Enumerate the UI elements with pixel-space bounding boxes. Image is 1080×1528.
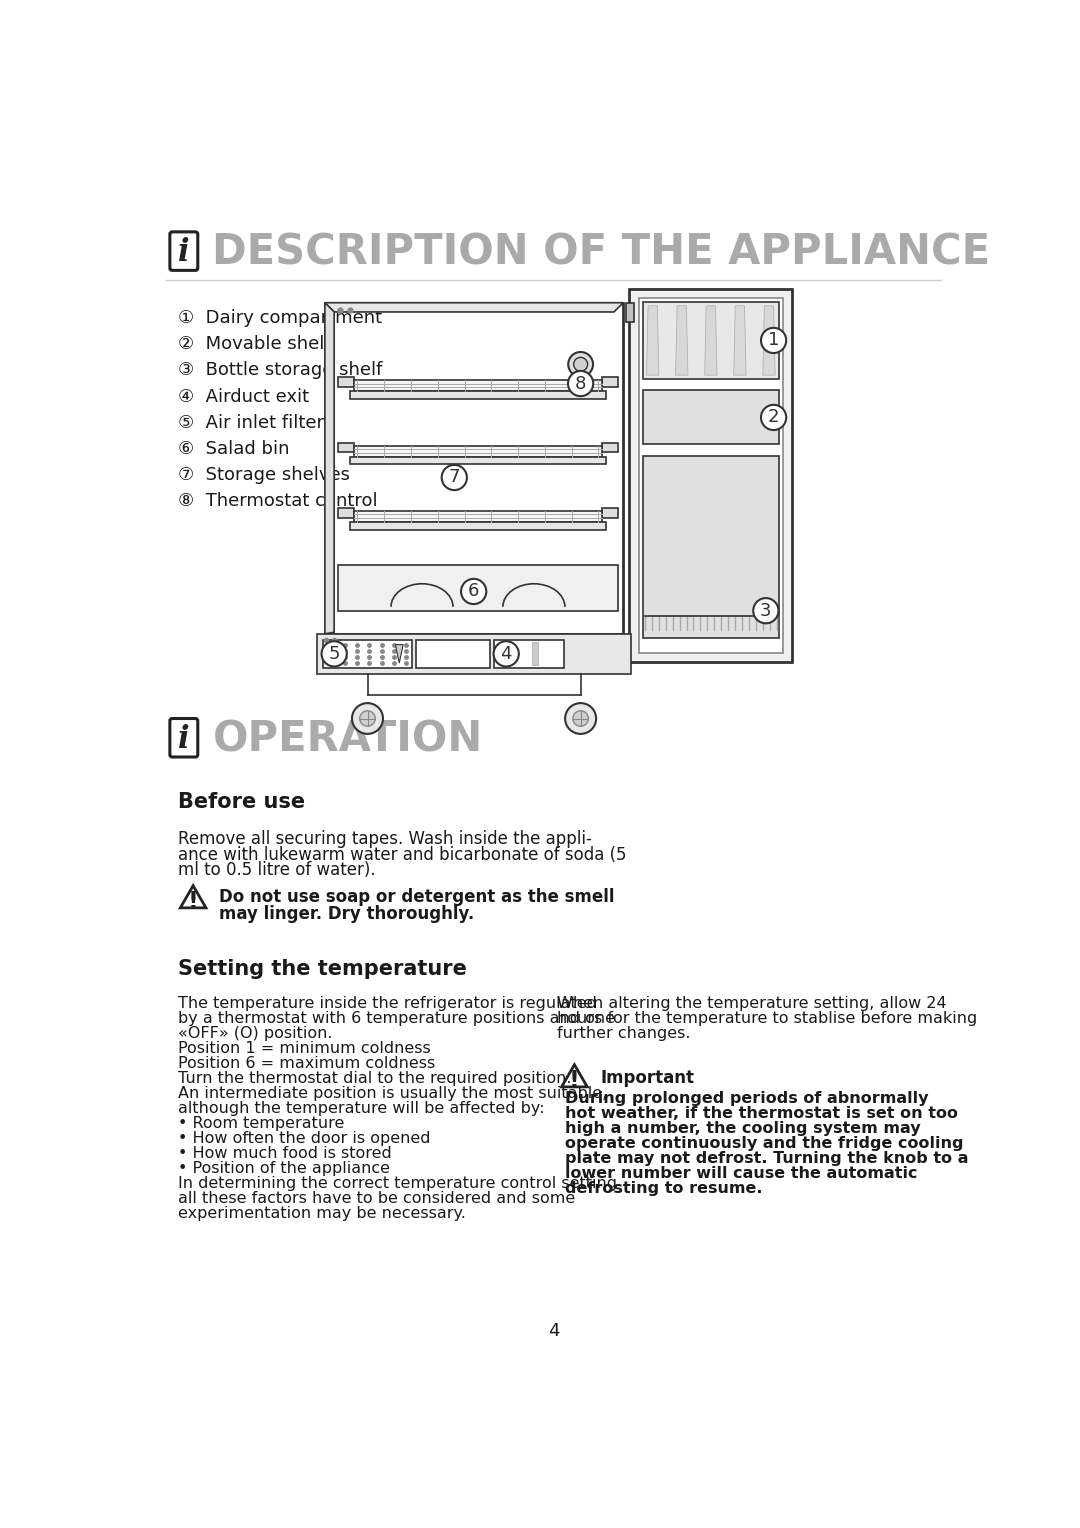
- Circle shape: [568, 351, 593, 376]
- Text: 3: 3: [760, 602, 771, 620]
- Bar: [323, 640, 413, 668]
- Text: 6: 6: [468, 582, 480, 601]
- Text: ②  Movable shelf: ② Movable shelf: [177, 335, 330, 353]
- Polygon shape: [626, 303, 634, 322]
- Polygon shape: [704, 306, 717, 374]
- Text: ⑥  Salad bin: ⑥ Salad bin: [177, 440, 289, 458]
- Text: ③  Bottle storage shelf: ③ Bottle storage shelf: [177, 362, 382, 379]
- Text: hot weather, if the thermostat is set on too: hot weather, if the thermostat is set on…: [565, 1106, 958, 1122]
- Text: During prolonged periods of abnormally: During prolonged periods of abnormally: [565, 1091, 929, 1106]
- Polygon shape: [325, 303, 334, 634]
- Bar: [416, 640, 490, 668]
- Polygon shape: [325, 303, 623, 312]
- Text: i: i: [178, 724, 190, 755]
- Text: Setting the temperature: Setting the temperature: [177, 958, 467, 979]
- Text: • Room temperature: • Room temperature: [177, 1115, 345, 1131]
- Polygon shape: [338, 377, 353, 387]
- Text: ⑧  Thermostat control: ⑧ Thermostat control: [177, 492, 377, 510]
- Bar: [643, 303, 779, 379]
- Circle shape: [565, 703, 596, 733]
- Text: ④  Airduct exit: ④ Airduct exit: [177, 388, 309, 405]
- Text: ance with lukewarm water and bicarbonate of soda (5: ance with lukewarm water and bicarbonate…: [177, 845, 626, 863]
- Circle shape: [572, 711, 589, 726]
- Circle shape: [360, 711, 375, 726]
- Text: i: i: [178, 237, 190, 267]
- Polygon shape: [676, 306, 688, 374]
- Polygon shape: [762, 306, 775, 374]
- Text: ⑦  Storage shelves: ⑦ Storage shelves: [177, 466, 350, 484]
- Text: ①  Dairy compartment: ① Dairy compartment: [177, 309, 381, 327]
- Text: • Position of the appliance: • Position of the appliance: [177, 1161, 390, 1177]
- Text: 2: 2: [768, 408, 780, 426]
- Text: plate may not defrost. Turning the knob to a: plate may not defrost. Turning the knob …: [565, 1151, 969, 1166]
- Circle shape: [573, 358, 588, 371]
- Polygon shape: [647, 306, 659, 374]
- Text: • How often the door is opened: • How often the door is opened: [177, 1131, 430, 1146]
- Text: «OFF» (O) position.: «OFF» (O) position.: [177, 1025, 333, 1041]
- Text: The temperature inside the refrigerator is regulated: The temperature inside the refrigerator …: [177, 996, 596, 1010]
- Polygon shape: [603, 377, 618, 387]
- Text: may linger. Dry thoroughly.: may linger. Dry thoroughly.: [218, 905, 474, 923]
- Text: 7: 7: [448, 469, 460, 486]
- Bar: [643, 455, 779, 637]
- Bar: [318, 634, 631, 674]
- Text: Before use: Before use: [177, 792, 305, 811]
- Polygon shape: [338, 509, 353, 518]
- Text: 4: 4: [548, 1322, 559, 1340]
- Bar: [494, 640, 564, 668]
- Text: Position 1 = minimum coldness: Position 1 = minimum coldness: [177, 1041, 430, 1056]
- Text: lower number will cause the automatic: lower number will cause the automatic: [565, 1166, 918, 1181]
- Text: 5: 5: [328, 645, 340, 663]
- Text: all these factors have to be considered and some: all these factors have to be considered …: [177, 1190, 575, 1206]
- Bar: [338, 564, 618, 611]
- Text: An intermediate position is usually the most suitable,: An intermediate position is usually the …: [177, 1086, 607, 1100]
- Bar: [325, 303, 623, 634]
- Text: DESCRIPTION OF THE APPLIANCE: DESCRIPTION OF THE APPLIANCE: [213, 232, 990, 274]
- Polygon shape: [338, 443, 353, 452]
- Polygon shape: [532, 642, 539, 665]
- Text: although the temperature will be affected by:: although the temperature will be affecte…: [177, 1100, 544, 1115]
- Bar: [638, 298, 783, 652]
- Polygon shape: [350, 391, 606, 399]
- Circle shape: [352, 703, 383, 733]
- Text: further changes.: further changes.: [557, 1025, 691, 1041]
- Text: experimentation may be necessary.: experimentation may be necessary.: [177, 1206, 465, 1221]
- Text: • How much food is stored: • How much food is stored: [177, 1146, 391, 1161]
- Polygon shape: [603, 509, 618, 518]
- Bar: [630, 289, 793, 662]
- Text: OPERATION: OPERATION: [213, 718, 483, 761]
- FancyBboxPatch shape: [170, 232, 198, 270]
- Text: high a number, the cooling system may: high a number, the cooling system may: [565, 1122, 921, 1135]
- Bar: [353, 512, 603, 523]
- Text: 1: 1: [768, 332, 780, 350]
- Polygon shape: [395, 645, 403, 663]
- Text: by a thermostat with 6 temperature positions and one: by a thermostat with 6 temperature posit…: [177, 1010, 615, 1025]
- Text: 8: 8: [575, 374, 586, 393]
- Text: When altering the temperature setting, allow 24: When altering the temperature setting, a…: [557, 996, 947, 1010]
- Text: ⑤  Air inlet filter: ⑤ Air inlet filter: [177, 414, 324, 432]
- Text: Position 6 = maximum coldness: Position 6 = maximum coldness: [177, 1056, 435, 1071]
- Polygon shape: [350, 457, 606, 465]
- Polygon shape: [603, 443, 618, 452]
- FancyBboxPatch shape: [170, 718, 198, 756]
- Text: Remove all securing tapes. Wash inside the appli-: Remove all securing tapes. Wash inside t…: [177, 830, 592, 848]
- Text: ml to 0.5 litre of water).: ml to 0.5 litre of water).: [177, 860, 375, 879]
- Text: hours for the temperature to stablise before making: hours for the temperature to stablise be…: [557, 1010, 977, 1025]
- Text: operate continuously and the fridge cooling: operate continuously and the fridge cool…: [565, 1135, 963, 1151]
- Polygon shape: [350, 523, 606, 530]
- Text: 4: 4: [500, 645, 512, 663]
- Text: Important: Important: [600, 1070, 694, 1088]
- Text: Turn the thermostat dial to the required position.: Turn the thermostat dial to the required…: [177, 1071, 571, 1086]
- Text: !: !: [188, 891, 199, 914]
- Text: !: !: [569, 1070, 580, 1094]
- Bar: [353, 446, 603, 457]
- Text: defrosting to resume.: defrosting to resume.: [565, 1181, 762, 1196]
- Polygon shape: [733, 306, 746, 374]
- Text: Do not use soap or detergent as the smell: Do not use soap or detergent as the smel…: [218, 888, 615, 906]
- Bar: [643, 391, 779, 445]
- Bar: [353, 380, 603, 391]
- Text: In determining the correct temperature control setting: In determining the correct temperature c…: [177, 1177, 617, 1190]
